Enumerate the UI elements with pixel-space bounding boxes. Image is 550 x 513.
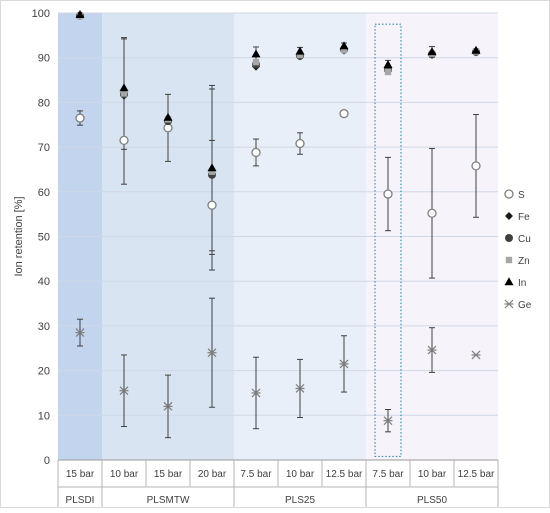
data-point-ge bbox=[427, 345, 437, 355]
legend-marker-s bbox=[504, 189, 514, 199]
y-axis-title: Ion retention [%] bbox=[13, 196, 25, 276]
legend-label: Cu bbox=[518, 234, 531, 245]
y-tick-label: 70 bbox=[38, 142, 50, 154]
y-tick-label: 20 bbox=[38, 366, 50, 378]
y-tick-label: 40 bbox=[38, 276, 50, 288]
x-tick-label: 12.5 bar bbox=[326, 469, 363, 480]
data-point-s bbox=[119, 135, 129, 146]
data-point-in bbox=[75, 9, 85, 18]
y-tick-label: 60 bbox=[38, 187, 50, 199]
x-group-label: PLSMTW bbox=[147, 495, 190, 506]
y-tick-label: 50 bbox=[38, 232, 50, 244]
data-point-ge bbox=[119, 386, 129, 396]
x-group-label: PLSDI bbox=[66, 495, 95, 506]
y-tick-label: 80 bbox=[38, 97, 50, 109]
data-point-ge bbox=[207, 348, 217, 358]
x-tick-label: 15 bar bbox=[66, 469, 95, 480]
legend-label: In bbox=[518, 278, 526, 289]
data-point-zn bbox=[296, 51, 304, 59]
highlight-box bbox=[374, 23, 402, 458]
data-point-s bbox=[383, 189, 393, 199]
data-point-s bbox=[339, 108, 349, 119]
data-point-in bbox=[471, 45, 481, 54]
data-point-ge bbox=[163, 401, 173, 411]
data-point-ge bbox=[75, 328, 85, 338]
y-tick-label: 100 bbox=[32, 8, 50, 20]
legend-label: Fe bbox=[518, 212, 530, 223]
data-point-in bbox=[207, 163, 217, 172]
y-tick-label: 10 bbox=[38, 410, 50, 422]
data-point-s bbox=[471, 161, 481, 171]
legend-marker-in bbox=[504, 277, 514, 286]
data-point-zn bbox=[252, 58, 260, 66]
x-tick-label: 15 bar bbox=[154, 469, 183, 480]
data-point-ge bbox=[251, 388, 261, 398]
data-point-ge bbox=[295, 384, 305, 393]
x-tick-label: 7.5 bar bbox=[240, 469, 272, 480]
data-point-zn bbox=[208, 168, 216, 175]
y-tick-label: 0 bbox=[44, 455, 50, 467]
data-point-in bbox=[427, 47, 437, 56]
data-point-zn bbox=[340, 46, 348, 54]
data-point-in bbox=[383, 60, 393, 69]
legend-marker-cu bbox=[505, 234, 513, 242]
legend-marker-ge bbox=[504, 299, 514, 309]
legend-marker-fe bbox=[505, 212, 513, 220]
x-tick-label: 10 bar bbox=[110, 469, 139, 480]
x-group-label: PLS25 bbox=[285, 495, 315, 506]
x-tick-label: 20 bar bbox=[198, 469, 227, 480]
data-point-in bbox=[163, 112, 173, 121]
x-group-label: PLS50 bbox=[417, 495, 447, 506]
x-tick-label: 7.5 bar bbox=[372, 469, 404, 480]
data-point-in bbox=[339, 41, 349, 50]
data-point-zn bbox=[120, 90, 128, 97]
data-point-s bbox=[427, 208, 437, 218]
data-point-s bbox=[75, 113, 85, 123]
data-point-in bbox=[251, 49, 261, 58]
data-point-ge bbox=[383, 416, 393, 426]
legend-label: Ge bbox=[518, 300, 532, 311]
x-tick-label: 10 bar bbox=[286, 469, 315, 480]
data-point-ge bbox=[339, 359, 349, 369]
legend-label: S bbox=[518, 190, 525, 201]
legend-label: Zn bbox=[518, 256, 530, 267]
data-point-in bbox=[119, 83, 129, 92]
x-tick-label: 12.5 bar bbox=[458, 469, 495, 480]
data-point-in bbox=[295, 46, 305, 55]
data-point-s bbox=[207, 200, 217, 210]
legend-marker-zn bbox=[505, 256, 513, 264]
data-point-s bbox=[295, 138, 305, 149]
data-point-zn bbox=[384, 68, 392, 76]
data-point-s bbox=[251, 147, 261, 158]
y-tick-label: 90 bbox=[38, 53, 50, 65]
y-tick-label: 30 bbox=[38, 321, 50, 333]
x-tick-label: 10 bar bbox=[418, 469, 447, 480]
data-point-ge bbox=[471, 350, 481, 360]
